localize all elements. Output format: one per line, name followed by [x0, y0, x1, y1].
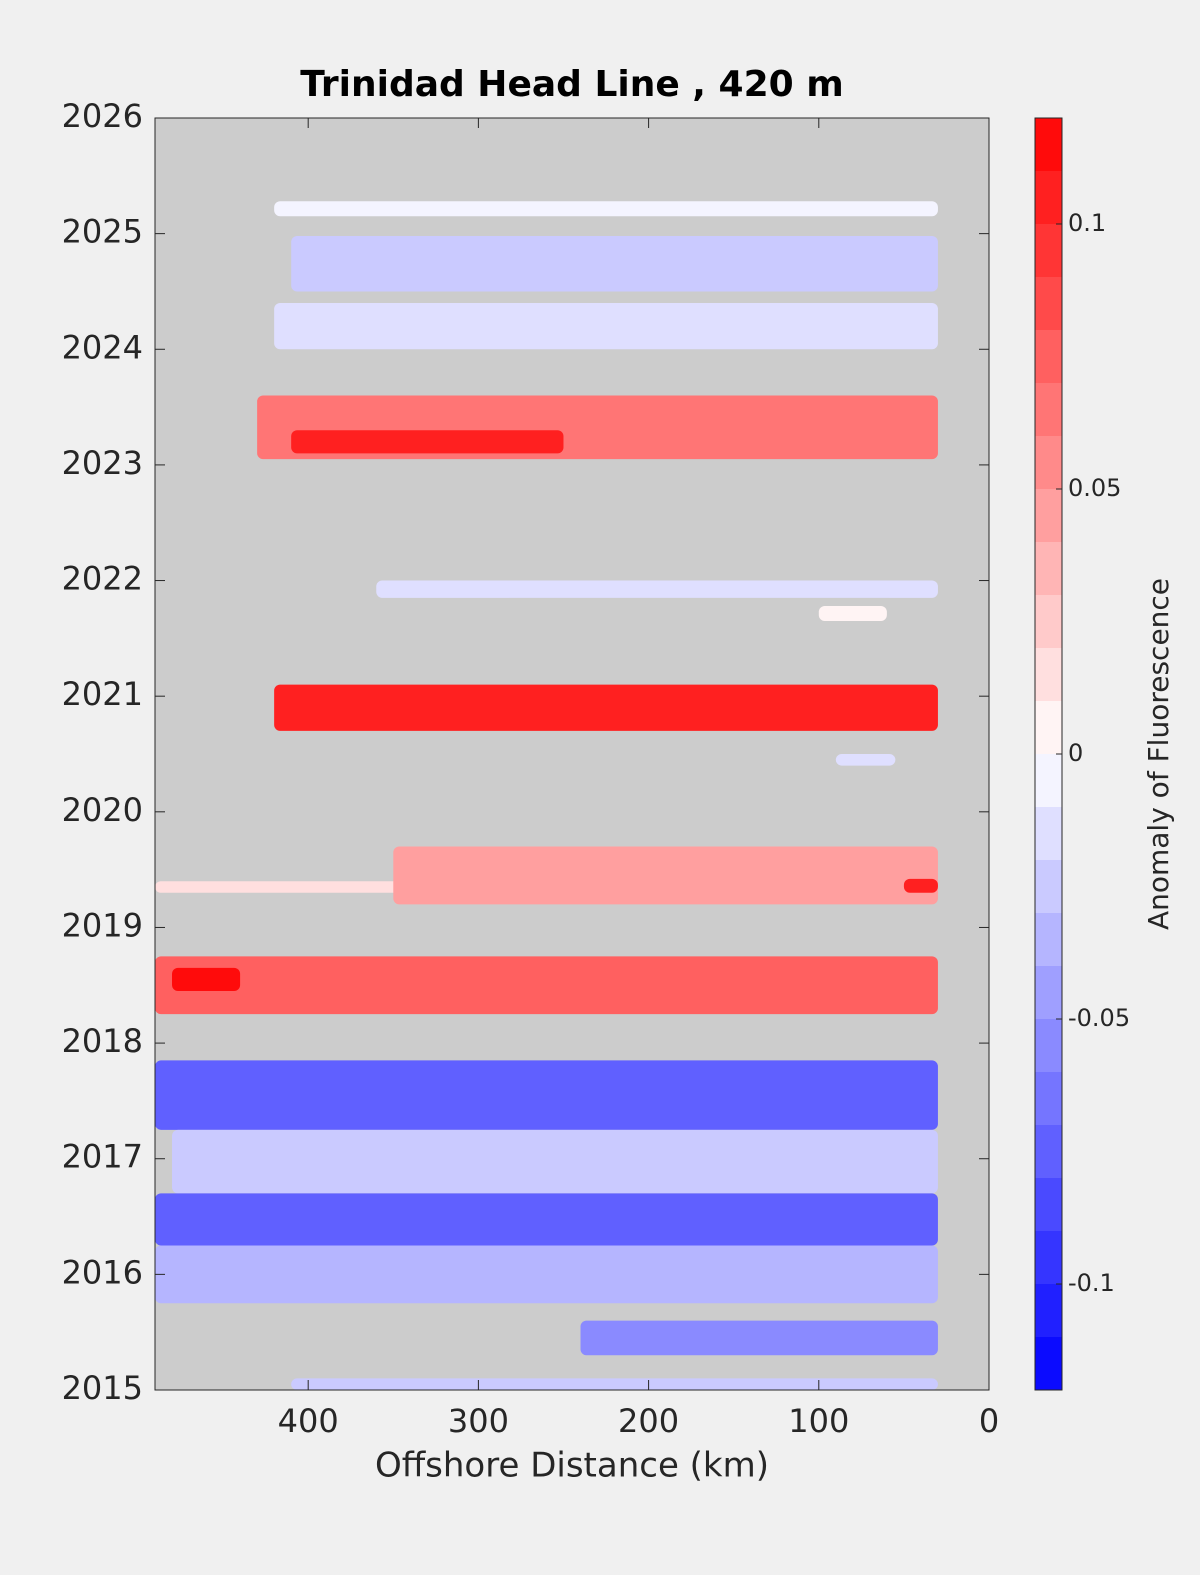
y-tick-label: 2021: [62, 675, 143, 713]
colorbar-level: [1035, 1337, 1062, 1390]
y-tick-label: 2024: [62, 328, 143, 366]
colorbar-level: [1035, 330, 1062, 383]
colorbar-level: [1035, 754, 1062, 807]
anomaly-patch: [291, 235, 938, 292]
colorbar-level: [1035, 1231, 1062, 1284]
anomaly-patch: [291, 430, 564, 454]
colorbar-tick-label: -0.1: [1068, 1269, 1115, 1297]
colorbar-label: Anomaly of Fluorescence: [1142, 578, 1175, 930]
colorbar-level: [1035, 648, 1062, 701]
y-tick-label: 2019: [62, 906, 143, 944]
x-tick-label: 200: [618, 1402, 679, 1440]
colorbar-tick-label: 0: [1068, 739, 1083, 767]
x-tick-label: 100: [788, 1402, 849, 1440]
y-tick-label: 2018: [62, 1022, 143, 1060]
anomaly-patch: [903, 878, 938, 893]
anomaly-patch: [580, 1320, 938, 1356]
y-tick-label: 2020: [62, 791, 143, 829]
colorbar-level: [1035, 542, 1062, 595]
anomaly-patch: [376, 580, 938, 598]
x-axis-label: Offshore Distance (km): [375, 1446, 769, 1486]
y-tick-label: 2023: [62, 444, 143, 482]
colorbar-level: [1035, 701, 1062, 754]
colorbar-level: [1035, 860, 1062, 913]
anomaly-patch: [172, 1129, 938, 1194]
colorbar-level: [1035, 383, 1062, 436]
anomaly-patch: [155, 1060, 938, 1130]
y-tick-label: 2015: [62, 1369, 143, 1407]
colorbar-level: [1035, 807, 1062, 860]
x-tick-label: 0: [979, 1402, 999, 1440]
colorbar-level: [1035, 1178, 1062, 1231]
colorbar-level: [1035, 489, 1062, 542]
colorbar-level: [1035, 436, 1062, 489]
anomaly-patch: [274, 303, 938, 350]
chart-title: Trinidad Head Line , 420 m: [300, 64, 843, 105]
y-tick-label: 2022: [62, 560, 143, 598]
anomaly-patch: [155, 1193, 938, 1246]
colorbar-tick-label: -0.05: [1068, 1004, 1130, 1032]
y-tick-label: 2017: [62, 1138, 143, 1176]
colorbar-level: [1035, 277, 1062, 330]
x-tick-label: 400: [278, 1402, 339, 1440]
y-tick-label: 2026: [62, 97, 143, 135]
colorbar-level: [1035, 224, 1062, 277]
colorbar-level: [1035, 1284, 1062, 1337]
y-tick-label: 2016: [62, 1253, 143, 1291]
colorbar-level: [1035, 966, 1062, 1019]
x-tick-label: 300: [448, 1402, 509, 1440]
anomaly-patch: [274, 201, 938, 217]
anomaly-patch: [172, 967, 241, 992]
colorbar-level: [1035, 1019, 1062, 1072]
colorbar-level: [1035, 595, 1062, 648]
anomaly-patch: [835, 754, 896, 766]
colorbar-level: [1035, 913, 1062, 966]
anomaly-patch: [155, 1245, 938, 1304]
anomaly-patch: [818, 605, 887, 622]
colorbar-tick-label: 0.05: [1068, 474, 1121, 502]
colorbar-level: [1035, 1072, 1062, 1125]
y-tick-label: 2025: [62, 213, 143, 251]
colorbar-tick-label: 0.1: [1068, 209, 1106, 237]
anomaly-patch: [291, 1378, 938, 1390]
colorbar-level: [1035, 118, 1062, 171]
colorbar-level: [1035, 1125, 1062, 1178]
colorbar-level: [1035, 171, 1062, 224]
plot-frame: [154, 117, 990, 1391]
anomaly-patch: [155, 956, 938, 1015]
anomaly-patch: [393, 846, 938, 905]
anomaly-patch: [274, 684, 938, 731]
